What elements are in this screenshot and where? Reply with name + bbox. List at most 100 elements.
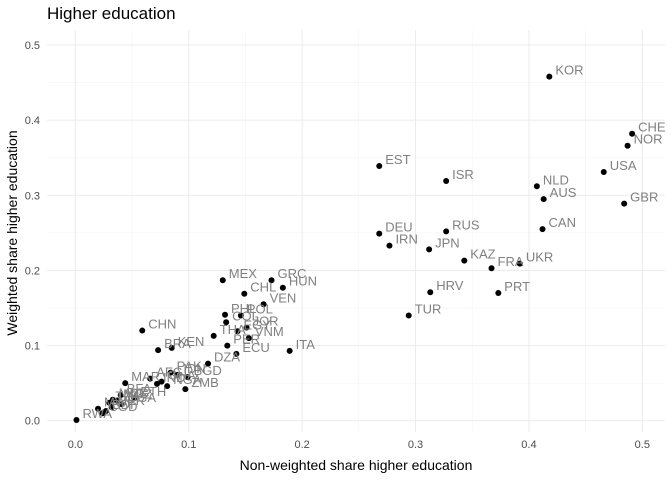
point-label-kaz: KAZ [470, 247, 495, 262]
point-label-cod: COD [109, 399, 138, 414]
point-label-bdi: BDI [112, 397, 134, 412]
point-label-kor: KOR [555, 63, 583, 78]
data-point-ner [108, 404, 115, 411]
data-point-tha [210, 332, 217, 339]
data-point-grc [268, 277, 275, 284]
point-label-ukr: UKR [526, 250, 553, 265]
data-point-bra [155, 347, 162, 354]
data-point-afg [147, 375, 154, 382]
point-label-ita: ITA [296, 337, 316, 352]
point-label-gbr: GBR [630, 190, 658, 205]
data-point-ken [168, 344, 175, 351]
point-label-rus: RUS [452, 217, 480, 232]
point-label-col: COL [232, 308, 259, 323]
point-label-eth: ETH [140, 384, 166, 399]
data-point-ukr [516, 260, 523, 267]
point-label-est: EST [385, 152, 410, 167]
data-point-mar [122, 380, 129, 387]
data-point-isr [443, 178, 450, 185]
data-point-can [539, 226, 546, 233]
data-point-ven [260, 301, 267, 308]
point-label-usa: USA [610, 158, 637, 173]
y-tick-label: 0.3 [25, 190, 40, 202]
data-point-nor [624, 142, 631, 149]
x-tick-label: 0.4 [521, 439, 536, 451]
point-label-bgd: BGD [194, 363, 222, 378]
y-tick-label: 0.4 [25, 115, 40, 127]
point-label-aus: AUS [550, 185, 577, 200]
data-point-gha [158, 378, 165, 385]
point-label-ecu: ECU [242, 340, 269, 355]
data-point-mex [219, 277, 226, 284]
data-point-chl [241, 290, 248, 297]
data-point-pol [237, 312, 244, 319]
point-label-vnm: VNM [255, 324, 284, 339]
point-label-pak: PAK [177, 359, 202, 374]
x-tick-label: 0.5 [635, 439, 650, 451]
data-point-kor [546, 73, 553, 80]
y-axis-title: Weighted share higher education [4, 130, 20, 335]
data-point-che [629, 130, 636, 137]
data-point-bgd [184, 374, 191, 381]
point-label-che: CHE [638, 120, 666, 135]
point-label-mwi: MWI [104, 395, 131, 410]
y-tick-label: 0.0 [25, 416, 40, 428]
point-label-dza: DZA [214, 350, 240, 365]
data-point-nld [533, 183, 540, 190]
point-label-tur: TUR [415, 302, 442, 317]
data-point-pak [167, 369, 174, 376]
point-label-ner: NER [118, 393, 145, 408]
data-point-fra [488, 265, 495, 272]
data-point-col [223, 319, 230, 326]
data-point-jor [243, 324, 250, 331]
data-point-ind [153, 380, 160, 387]
data-point-egy [234, 328, 241, 335]
point-label-irn: IRN [395, 232, 417, 247]
data-point-vnm [245, 335, 252, 342]
data-point-chn [139, 327, 146, 334]
point-label-moz: MOZ [123, 386, 152, 401]
point-label-mex: MEX [229, 266, 258, 281]
point-label-zmb: ZMB [191, 375, 218, 390]
data-point-dza [205, 360, 212, 367]
point-label-can: CAN [549, 215, 576, 230]
point-label-nga: NGA [173, 372, 202, 387]
data-point-nga [164, 383, 171, 390]
point-label-uga: UGA [128, 390, 156, 405]
point-label-tha: THA [220, 322, 246, 337]
data-point-usa [600, 169, 607, 176]
data-point-mwi [95, 405, 102, 412]
point-label-hrv: HRV [436, 278, 464, 293]
data-point-ecu [233, 350, 240, 357]
data-point-hun [279, 284, 286, 291]
data-point-zmb [182, 386, 189, 393]
point-label-chn: CHN [148, 317, 176, 332]
point-label-tza: TZA [115, 389, 140, 404]
point-label-deu: DEU [385, 220, 412, 235]
point-label-mdg: MDG [119, 386, 149, 401]
point-label-egy: EGY [244, 317, 272, 332]
point-label-pol: POL [247, 302, 273, 317]
y-tick-label: 0.5 [25, 40, 40, 52]
point-label-nld: NLD [543, 172, 569, 187]
data-point-bfa [117, 392, 124, 399]
y-tick-label: 0.2 [25, 265, 40, 277]
data-point-tza [106, 399, 113, 406]
point-label-bfa: BFA [127, 381, 152, 396]
data-point-hrv [427, 289, 434, 296]
data-point-tur [405, 312, 412, 319]
point-label-bra: BRA [164, 336, 191, 351]
x-tick-label: 0.2 [294, 439, 309, 451]
x-tick-label: 0.0 [68, 439, 83, 451]
point-label-idn: IDN [183, 361, 205, 376]
data-point-uga [118, 401, 125, 408]
y-tick-label: 0.1 [25, 341, 40, 353]
data-point-rus [443, 228, 450, 235]
data-point-phl [222, 311, 229, 318]
point-label-ken: KEN [178, 334, 205, 349]
data-point-kaz [461, 257, 468, 264]
data-point-moz [114, 397, 121, 404]
point-label-hun: HUN [289, 274, 317, 289]
point-label-phl: PHL [231, 301, 256, 316]
